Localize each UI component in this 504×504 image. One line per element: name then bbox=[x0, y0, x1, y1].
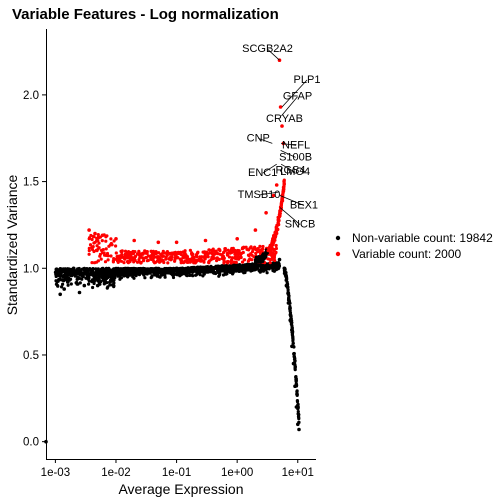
data-point bbox=[104, 275, 109, 279]
label-leader bbox=[280, 163, 296, 173]
label-leader bbox=[279, 207, 301, 225]
legend-label: Variable count: 2000 bbox=[352, 247, 462, 261]
gene-label: NEFL bbox=[282, 139, 310, 151]
gene-label: PLP1 bbox=[294, 74, 321, 86]
data-point bbox=[294, 405, 299, 409]
data-point bbox=[82, 283, 87, 288]
y-tick-label: 1.0 bbox=[23, 263, 39, 275]
gene-label: SNCB bbox=[285, 219, 316, 231]
gene-label: TMSB10 bbox=[238, 189, 281, 201]
data-point bbox=[274, 183, 279, 187]
data-point bbox=[100, 233, 105, 238]
data-point bbox=[290, 344, 294, 349]
data-point bbox=[174, 266, 179, 271]
label-leader bbox=[258, 138, 273, 144]
point-cloud bbox=[53, 178, 301, 424]
gene-label: S100B bbox=[279, 151, 312, 163]
y-axis-label: Standardized Variance bbox=[4, 174, 20, 315]
legend-swatch bbox=[335, 235, 341, 241]
chart-title: Variable Features - Log normalization bbox=[12, 6, 279, 23]
legend-swatch bbox=[335, 251, 341, 257]
label-leader bbox=[281, 96, 298, 116]
series-1 bbox=[87, 58, 286, 245]
data-point bbox=[264, 211, 268, 215]
data-point bbox=[253, 228, 258, 232]
label-leader bbox=[279, 195, 305, 206]
data-point bbox=[277, 257, 282, 262]
gene-label: SCGB2A2 bbox=[242, 43, 293, 55]
data-point bbox=[90, 269, 94, 274]
data-point bbox=[296, 422, 300, 427]
points-layer bbox=[44, 58, 301, 444]
data-point bbox=[271, 193, 276, 198]
y-tick-label: 0.5 bbox=[23, 350, 39, 362]
data-point bbox=[203, 238, 208, 243]
data-point bbox=[235, 237, 239, 241]
data-point bbox=[288, 318, 293, 323]
gene-label: LMO4 bbox=[280, 166, 310, 178]
y-tick-label: 0.0 bbox=[23, 437, 39, 449]
x-axis-label: Average Expression bbox=[118, 481, 243, 497]
series-0 bbox=[44, 257, 301, 444]
data-point bbox=[235, 266, 239, 271]
y-axis-ticks: 0.0 0.5 1.0 1.5 2.0 bbox=[23, 90, 46, 449]
data-point bbox=[291, 361, 296, 366]
data-point bbox=[95, 283, 100, 288]
label-leader bbox=[281, 143, 297, 146]
x-tick-label: 1e-03 bbox=[41, 467, 70, 479]
data-point bbox=[284, 283, 289, 288]
data-point bbox=[87, 228, 91, 232]
label-leader bbox=[267, 48, 280, 61]
data-point bbox=[132, 238, 136, 243]
x-tick-label: 1e-01 bbox=[162, 467, 191, 479]
data-point bbox=[114, 271, 118, 276]
data-point bbox=[71, 266, 76, 271]
gene-label: GFAP bbox=[283, 91, 312, 103]
data-point bbox=[69, 273, 73, 278]
data-point bbox=[282, 266, 287, 271]
y-tick-label: 2.0 bbox=[23, 90, 39, 102]
data-point bbox=[253, 263, 258, 267]
x-tick-label: 1e-02 bbox=[101, 467, 130, 479]
label-leader bbox=[262, 163, 277, 174]
data-point bbox=[77, 290, 82, 295]
label-leader bbox=[280, 150, 296, 158]
gene-label: CNP bbox=[247, 132, 270, 144]
gene-label: BEX1 bbox=[290, 200, 318, 212]
gene-label: CRYAB bbox=[266, 113, 303, 125]
label-leader bbox=[281, 79, 308, 108]
data-point bbox=[58, 292, 62, 297]
legend: Non-variable count: 19842 Variable count:… bbox=[335, 231, 493, 261]
data-point bbox=[62, 287, 66, 291]
data-point bbox=[156, 240, 161, 245]
gene-label: RGS4 bbox=[276, 165, 306, 177]
data-point bbox=[280, 124, 284, 128]
data-point bbox=[66, 280, 70, 284]
data-point bbox=[86, 275, 91, 279]
x-axis-ticks: 1e-03 1e-02 1e-01 1e+00 1e+01 bbox=[41, 459, 314, 479]
x-tick-label: 1e+00 bbox=[221, 467, 253, 479]
data-point bbox=[114, 237, 118, 241]
x-tick-label: 1e+01 bbox=[282, 467, 314, 479]
legend-label: Non-variable count: 19842 bbox=[352, 231, 493, 245]
data-point bbox=[156, 268, 161, 272]
data-point bbox=[203, 266, 208, 271]
data-point bbox=[132, 269, 136, 274]
data-point bbox=[297, 427, 301, 432]
data-point bbox=[93, 231, 97, 236]
data-point bbox=[293, 384, 297, 389]
data-point bbox=[286, 301, 291, 305]
data-point bbox=[278, 105, 283, 109]
label-leader bbox=[258, 191, 280, 196]
data-point bbox=[174, 240, 179, 245]
gene-label: ENC1 bbox=[248, 167, 277, 179]
y-tick-label: 1.5 bbox=[23, 177, 39, 189]
